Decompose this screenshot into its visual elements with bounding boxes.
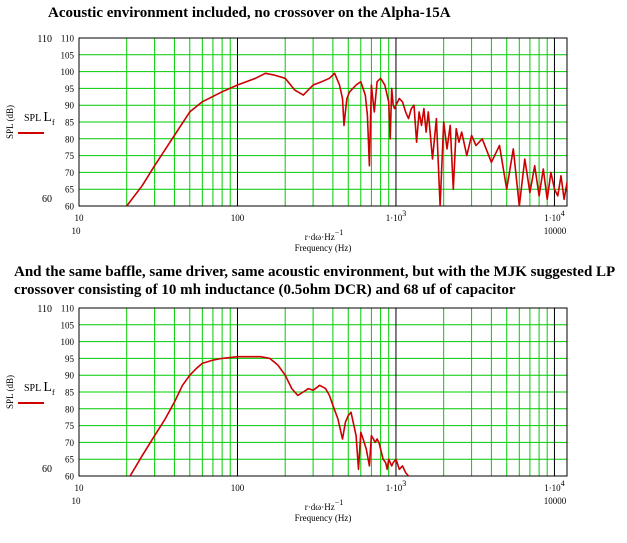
chart2-y-max-label: 110 <box>37 304 52 315</box>
chart2-x-axis-expression: r·dω·Hz−1 <box>305 498 343 512</box>
chart2-x-tick-label: 100 <box>231 483 245 493</box>
chart1-series-line-1 <box>126 72 567 206</box>
chart1-y-max-label: 110 <box>37 34 52 45</box>
chart1-y-tick-label: 100 <box>61 67 75 77</box>
chart1-y-tick-label: 75 <box>65 151 75 161</box>
chart2-y-tick-label: 75 <box>65 421 75 431</box>
chart1-x-range-min-label: 10 <box>72 226 82 236</box>
chart2-y-tick-label: 90 <box>65 371 75 381</box>
chart2-y-tick-label: 70 <box>65 438 75 448</box>
chart1-x-tick-label: 1·104 <box>544 209 565 223</box>
chart1-y-tick-label: 95 <box>65 84 75 94</box>
chart-1-title: Acoustic environment included, no crosso… <box>48 5 451 21</box>
chart1-plot-frame <box>78 37 568 207</box>
chart1-legend-label: SPL Lf <box>24 110 55 127</box>
chart1-x-axis-expression: r·dω·Hz−1 <box>305 228 343 242</box>
chart2-x-axis-label: Frequency (Hz) <box>295 513 352 523</box>
chart2-y-tick-label: 65 <box>65 455 75 465</box>
chart2-legend-label: SPL Lf <box>24 380 55 397</box>
chart1-x-tick-label: 100 <box>231 213 245 223</box>
chart2-y-tick-label: 110 <box>61 304 75 314</box>
chart2-y-tick-label: 80 <box>65 404 75 414</box>
chart1-y-tick-label: 60 <box>65 202 75 212</box>
chart1-x-tick-label: 10 <box>75 213 85 223</box>
chart1-y-tick-label: 80 <box>65 134 75 144</box>
chart-2-title: And the same baffle, same driver, same a… <box>14 264 615 298</box>
chart2-x-tick-label: 10 <box>75 483 85 493</box>
chart1-y-tick-label: 90 <box>65 101 75 111</box>
chart2-y-axis-label: SPL (dB) <box>5 375 15 409</box>
chart2-plot-frame <box>78 307 568 477</box>
spl-chart-with-crossover: 110 105 100 95 90 85 80 75 70 65 60 110 60 SPL (dB) SP… <box>5 304 568 523</box>
chart2-y-tick-label: 100 <box>61 337 75 347</box>
chart1-x-axis-label: Frequency (Hz) <box>295 243 352 253</box>
chart2-y-min-label: 60 <box>42 464 52 475</box>
chart2-x-tick-label: 1·103 <box>386 479 407 493</box>
chart2-y-tick-label: 95 <box>65 354 75 364</box>
chart1-y-min-label: 60 <box>42 194 52 205</box>
chart1-y-tick-label: 65 <box>65 185 75 195</box>
spl-chart-no-crossover: 110 105 100 95 90 85 80 75 70 65 60 110 60 SPL (dB) SP… <box>5 34 568 253</box>
chart2-y-tick-label: 105 <box>61 320 75 330</box>
chart2-x-tick-label: 1·104 <box>544 479 565 493</box>
chart1-x-tick-label: 1·103 <box>386 209 407 223</box>
chart2-series-line-1 <box>129 355 410 476</box>
chart2-y-tick-label: 85 <box>65 388 75 398</box>
chart1-y-axis-label: SPL (dB) <box>5 105 15 139</box>
chart2-x-range-max-label: 10000 <box>544 496 567 506</box>
chart1-y-tick-label: 85 <box>65 118 75 128</box>
chart1-x-range-max-label: 10000 <box>544 226 567 236</box>
chart1-y-tick-label: 70 <box>65 168 75 178</box>
chart2-y-tick-label: 60 <box>65 472 75 482</box>
chart2-x-range-min-label: 10 <box>72 496 82 506</box>
chart1-y-tick-label: 105 <box>61 50 75 60</box>
chart1-y-tick-label: 110 <box>61 34 75 44</box>
